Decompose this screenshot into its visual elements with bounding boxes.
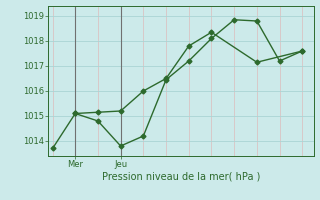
X-axis label: Pression niveau de la mer( hPa ): Pression niveau de la mer( hPa ) xyxy=(102,172,260,182)
